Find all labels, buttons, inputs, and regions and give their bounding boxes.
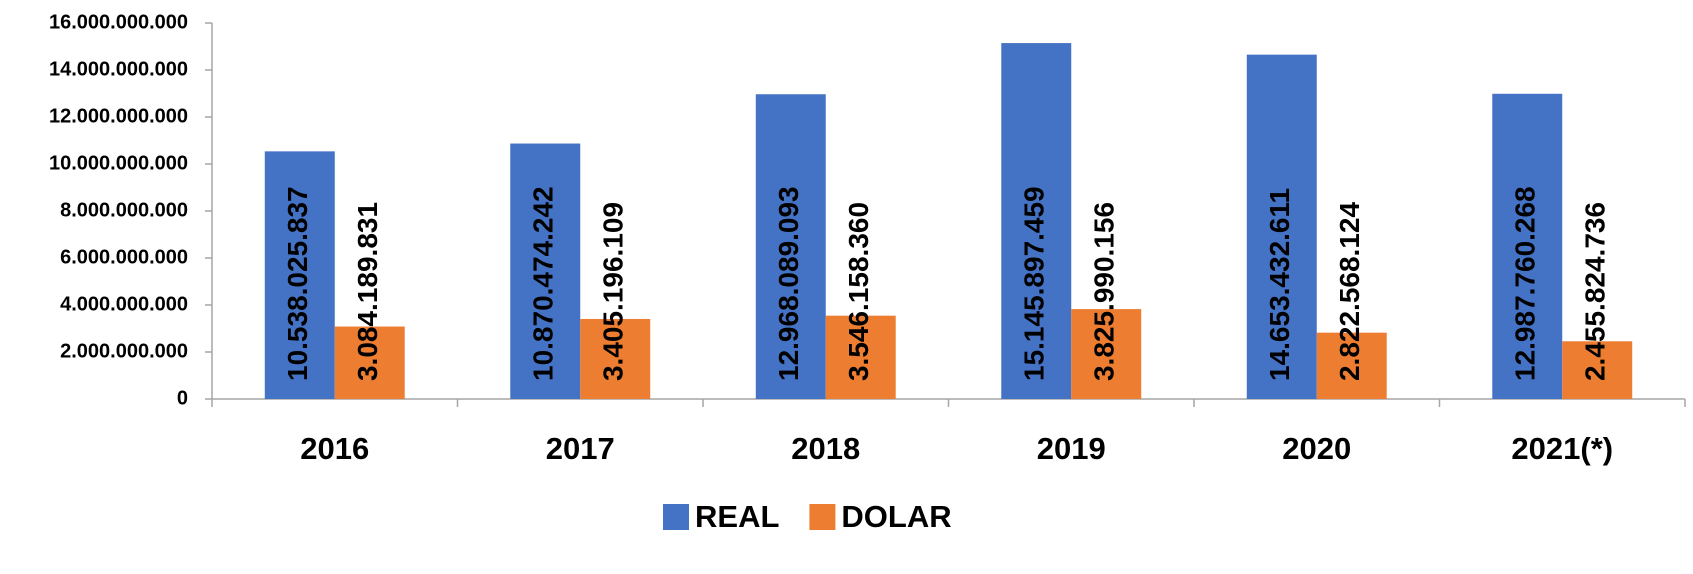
bar — [580, 318, 651, 399]
x-tick-label: 2020 — [1282, 431, 1351, 466]
y-tick-label: 4.000.000.000 — [60, 293, 188, 315]
value-label: 3.405.196.109 — [598, 202, 629, 381]
value-label: 3.825.990.156 — [1089, 202, 1120, 381]
legend-swatch — [663, 504, 689, 530]
value-label: 10.870.474.242 — [528, 186, 559, 381]
bar — [1001, 43, 1072, 399]
y-tick-label: 10.000.000.000 — [49, 152, 188, 174]
bar — [1492, 93, 1563, 400]
x-tick-label: 2016 — [300, 431, 369, 466]
y-tick-label: 16.000.000.000 — [49, 11, 188, 33]
bar — [1316, 332, 1387, 399]
legend-label: DOLAR — [841, 499, 951, 534]
legend-swatch — [809, 504, 836, 530]
bar — [264, 151, 335, 399]
bar — [825, 315, 896, 399]
y-tick-label: 6.000.000.000 — [60, 246, 188, 268]
bar — [1562, 341, 1633, 399]
y-tick-label: 14.000.000.000 — [49, 58, 188, 80]
value-label: 12.968.089.093 — [773, 186, 804, 381]
x-tick-label: 2021(*) — [1511, 431, 1613, 466]
bar — [1246, 54, 1317, 399]
value-label: 3.546.158.360 — [843, 202, 874, 381]
bar — [510, 143, 581, 399]
legend-label: REAL — [695, 499, 779, 534]
value-label: 2.455.824.736 — [1580, 202, 1611, 381]
y-tick-label: 2.000.000.000 — [60, 340, 188, 362]
value-label: 3.084.189.831 — [352, 202, 383, 381]
x-tick-label: 2018 — [791, 431, 860, 466]
bar — [334, 326, 405, 399]
y-tick-label: 0 — [177, 387, 188, 409]
bar — [755, 94, 826, 399]
y-tick-label: 8.000.000.000 — [60, 199, 188, 221]
bar — [1071, 309, 1142, 399]
value-label: 10.538.025.837 — [282, 186, 313, 381]
value-label: 2.822.568.124 — [1334, 202, 1365, 381]
value-label: 15.145.897.459 — [1019, 186, 1050, 381]
value-label: 12.987.760.268 — [1510, 186, 1541, 381]
value-label: 14.653.432.611 — [1264, 188, 1295, 381]
x-tick-label: 2017 — [546, 431, 615, 466]
x-tick-label: 2019 — [1037, 431, 1106, 466]
y-tick-label: 12.000.000.000 — [49, 105, 188, 127]
